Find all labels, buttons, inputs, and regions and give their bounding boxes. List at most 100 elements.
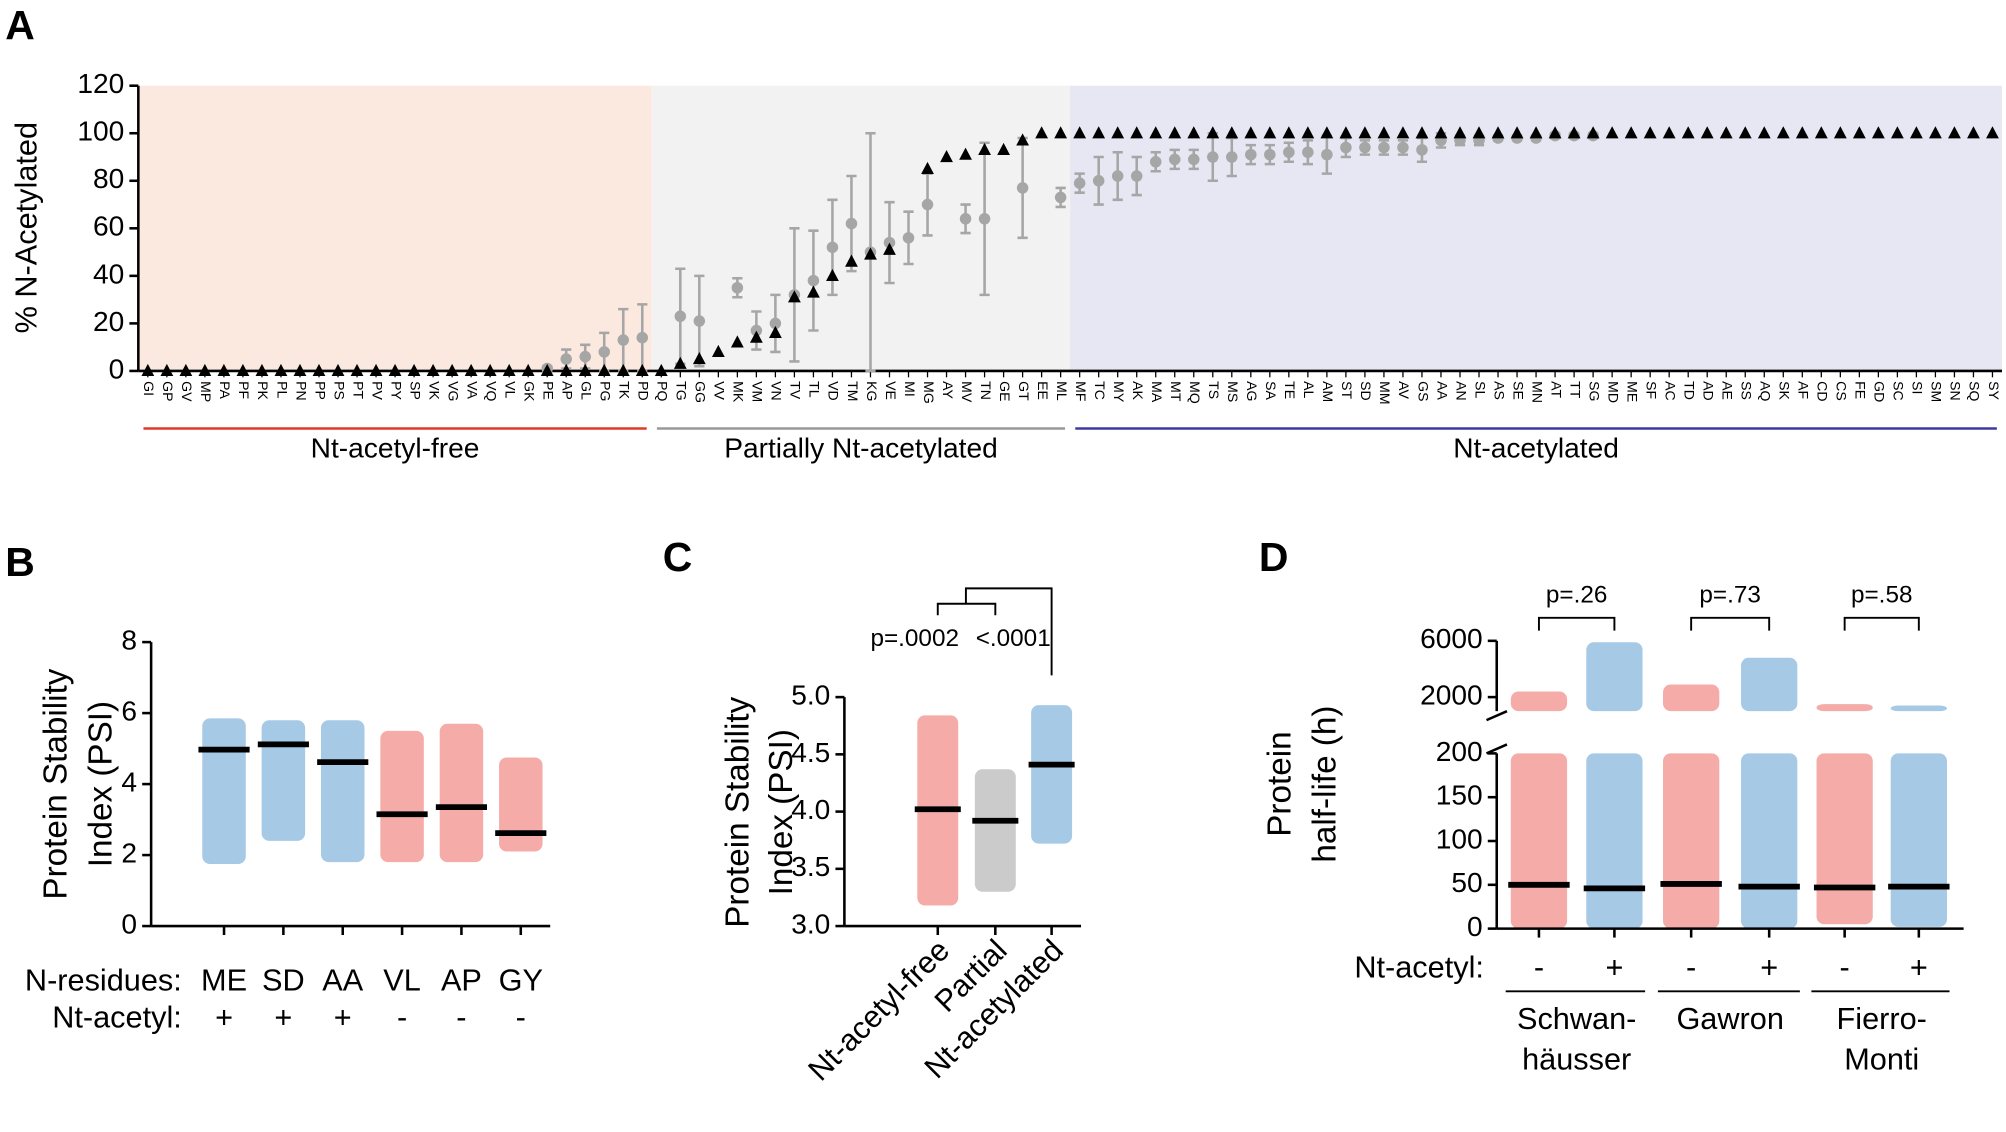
distribution-band xyxy=(1816,753,1873,925)
x-tick-label: PY xyxy=(388,381,404,400)
x-tick-label: VN xyxy=(769,381,785,401)
triangle-marker xyxy=(749,330,763,343)
distribution-band xyxy=(1586,642,1643,712)
x-tick-label: VV xyxy=(712,381,728,400)
x-tick-label: SN xyxy=(1948,381,1964,401)
circle-marker xyxy=(1416,144,1428,156)
acetyl-label: + xyxy=(1605,950,1623,985)
comparison-label: <.0001 xyxy=(976,625,1051,652)
triangle-marker xyxy=(1700,126,1714,139)
x-tick-label: TK xyxy=(617,381,633,400)
triangle-marker xyxy=(1320,126,1334,139)
triangle-marker xyxy=(369,363,383,377)
x-tick-label: GE xyxy=(997,381,1013,401)
x-tick-label: AP xyxy=(441,962,482,997)
y-tick-label: 6 xyxy=(121,696,137,727)
distribution-band xyxy=(1510,691,1568,712)
x-tick-label: TT xyxy=(1567,381,1583,399)
x-tick-label: VA xyxy=(464,381,480,399)
circle-marker xyxy=(1188,153,1200,166)
x-tick-label: TG xyxy=(674,381,690,401)
axis-break xyxy=(1485,710,1508,722)
x-tick-label: PD xyxy=(636,381,652,401)
y-axis-label: Index (PSI) xyxy=(763,729,800,895)
comparison-bracket xyxy=(1690,616,1771,631)
comparison-bracket xyxy=(1843,616,1920,631)
x-tick-label: MQ xyxy=(1187,381,1203,404)
x-tick-label: PS xyxy=(331,381,347,400)
triangle-marker xyxy=(426,363,440,377)
x-tick-label: AK xyxy=(1130,381,1146,400)
triangle-marker xyxy=(1510,126,1524,139)
triangle-marker xyxy=(959,147,972,160)
x-tick-label: VQ xyxy=(483,381,499,401)
x-tick-label: PV xyxy=(369,381,385,400)
circle-marker xyxy=(1016,182,1029,194)
triangle-marker xyxy=(1035,126,1049,139)
x-tick-label: AN xyxy=(1453,381,1469,401)
x-tick-label: GD xyxy=(1872,381,1888,402)
y-tick-label: 80 xyxy=(93,163,124,194)
triangle-marker xyxy=(711,344,725,358)
circle-marker xyxy=(1340,141,1352,154)
x-tick-label: VK xyxy=(426,381,442,400)
circle-marker xyxy=(579,350,591,363)
x-tick-label: GP xyxy=(160,381,176,401)
triangle-marker xyxy=(1814,126,1828,139)
x-tick-label: GT xyxy=(1016,381,1032,401)
x-tick-label: MV xyxy=(959,381,975,403)
triangle-marker xyxy=(1852,126,1866,139)
x-tick-label: MK xyxy=(731,381,747,403)
triangle-marker xyxy=(1225,126,1239,139)
y-tick-label: 6000 xyxy=(1420,623,1483,654)
triangle-marker xyxy=(1757,126,1771,139)
x-tick-label: MY xyxy=(1111,381,1127,403)
x-tick-label: SI xyxy=(1910,381,1926,394)
x-tick-label: CS xyxy=(1834,381,1850,401)
circle-marker xyxy=(1149,156,1162,168)
x-tick-label: SY xyxy=(1986,381,2002,400)
triangle-marker xyxy=(388,363,402,377)
circle-marker xyxy=(1073,177,1086,189)
triangle-marker xyxy=(1187,126,1201,139)
triangle-marker xyxy=(1377,126,1391,139)
circle-marker xyxy=(807,274,820,287)
x-tick-label: AG xyxy=(1244,381,1260,401)
x-tick-label: PE xyxy=(540,381,556,400)
y-axis-label: Protein xyxy=(1262,731,1299,836)
x-tick-label: KG xyxy=(864,381,880,401)
x-tick-label: AS xyxy=(1491,381,1507,400)
x-tick-label: AA xyxy=(322,962,363,997)
distribution-band xyxy=(1586,753,1643,929)
triangle-marker xyxy=(293,363,307,377)
y-tick-label: 100 xyxy=(77,116,124,147)
triangle-marker xyxy=(179,363,193,377)
triangle-marker xyxy=(1948,126,1961,139)
triangle-marker xyxy=(654,363,668,377)
dataset-label: häusser xyxy=(1522,1042,1631,1077)
x-tick-label: GS xyxy=(1415,381,1431,401)
triangle-marker xyxy=(1586,126,1600,139)
triangle-marker xyxy=(578,363,592,377)
circle-marker xyxy=(1130,170,1143,182)
acetyl-label: + xyxy=(274,1000,292,1035)
triangle-marker xyxy=(1738,126,1752,139)
panel-label: B xyxy=(5,539,35,585)
circle-marker xyxy=(1378,141,1390,154)
x-tick-label: MA xyxy=(1149,381,1165,403)
triangle-marker xyxy=(1776,126,1790,139)
comparison-label: p=.26 xyxy=(1546,581,1607,608)
triangle-marker xyxy=(559,363,573,377)
distribution-band xyxy=(1510,753,1568,929)
circle-marker xyxy=(674,310,687,323)
distribution-band xyxy=(439,723,484,863)
triangle-marker xyxy=(1890,126,1904,139)
triangle-marker xyxy=(940,149,953,163)
triangle-marker xyxy=(1244,126,1258,139)
triangle-marker xyxy=(217,363,231,377)
x-tick-label: GI xyxy=(141,381,157,396)
triangle-marker xyxy=(1149,126,1163,139)
y-tick-label: 120 xyxy=(77,68,124,99)
x-tick-label: FE xyxy=(1853,381,1869,399)
circle-marker xyxy=(1054,191,1067,204)
